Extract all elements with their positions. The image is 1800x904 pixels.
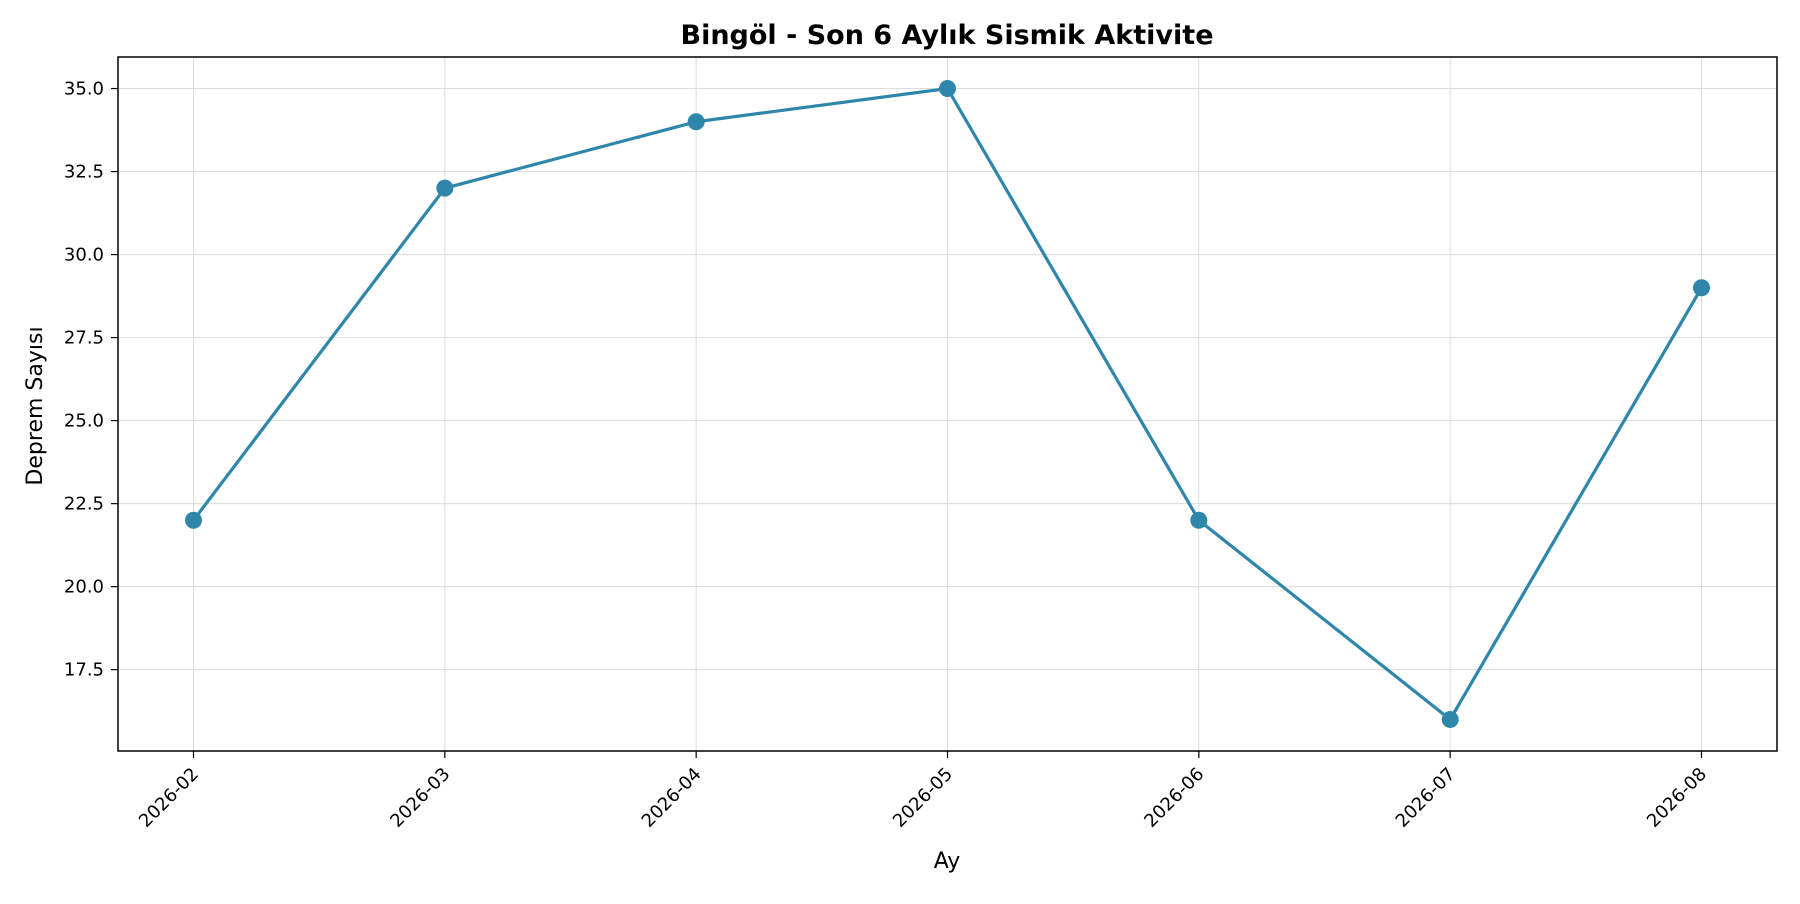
x-axis-label: Ay xyxy=(934,849,961,874)
y-axis-label: Deprem Sayısı xyxy=(23,326,48,485)
data-point-marker xyxy=(1190,511,1208,529)
y-tick-label: 22.5 xyxy=(64,494,104,515)
data-point-marker xyxy=(436,179,454,197)
y-tick-label: 20.0 xyxy=(64,577,104,598)
y-tick-label: 32.5 xyxy=(64,162,104,183)
data-point-marker xyxy=(1693,279,1710,297)
data-point-marker xyxy=(687,113,705,131)
data-point-marker xyxy=(185,511,202,529)
data-series xyxy=(185,80,1710,728)
y-tick-label: 30.0 xyxy=(64,245,104,266)
data-point-marker xyxy=(1441,710,1459,728)
y-tick-label: 35.0 xyxy=(64,79,104,100)
y-tick-label: 25.0 xyxy=(64,411,104,432)
y-tick-label: 27.5 xyxy=(64,328,104,349)
chart-title: Bingöl - Son 6 Aylık Sismik Aktivite xyxy=(681,20,1214,51)
data-point-marker xyxy=(939,80,956,98)
grid-lines xyxy=(118,57,1777,751)
y-tick-label: 17.5 xyxy=(64,660,104,681)
